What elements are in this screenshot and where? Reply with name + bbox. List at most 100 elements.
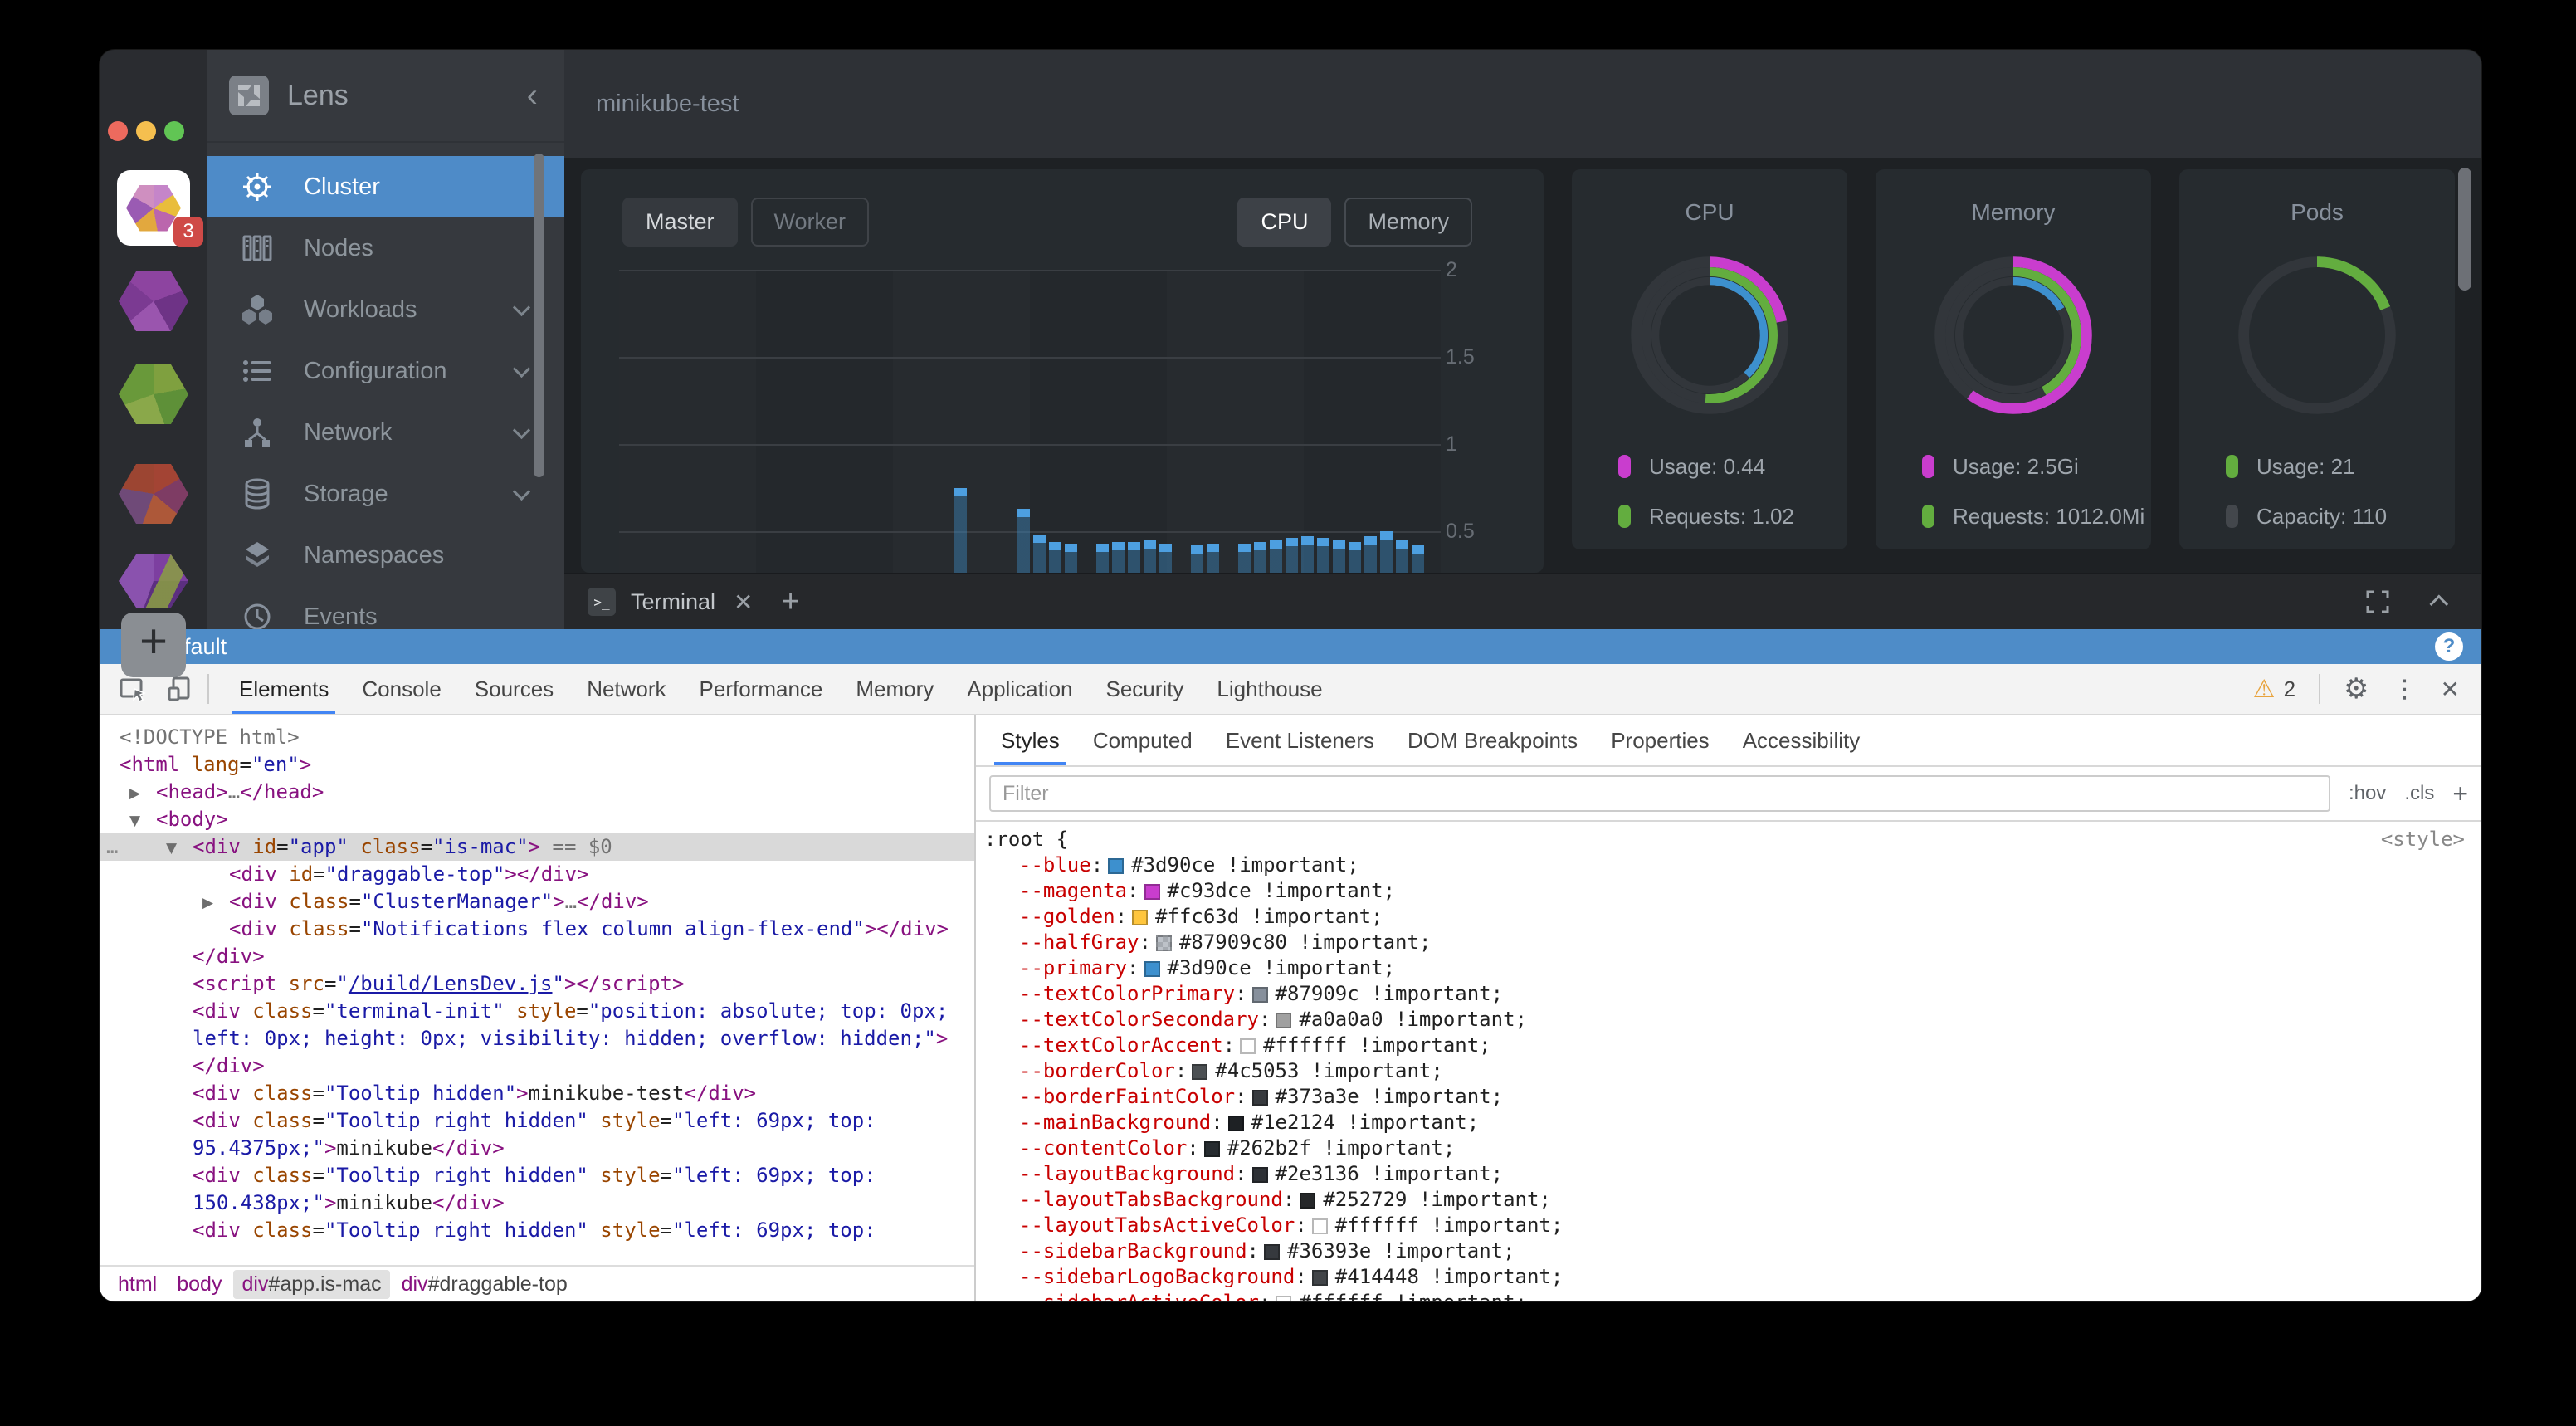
collapse-dock-icon[interactable] (2429, 594, 2449, 614)
minimize-traffic-light[interactable] (136, 121, 156, 141)
bar[interactable] (1112, 541, 1125, 573)
sidebar-item-configuration[interactable]: Configuration (207, 340, 564, 402)
bar[interactable] (1017, 508, 1030, 573)
color-swatch[interactable] (1144, 961, 1160, 977)
sidebar-item-cluster[interactable]: Cluster (207, 156, 564, 217)
sidebar-item-storage[interactable]: Storage (207, 463, 564, 525)
bar[interactable] (1144, 540, 1156, 573)
new-style-rule-button[interactable]: + (2452, 778, 2468, 808)
sidebar-item-events[interactable]: Events (207, 586, 564, 629)
styles-tab-properties[interactable]: Properties (1611, 727, 1710, 753)
styles-tab-styles[interactable]: Styles (984, 715, 1076, 765)
tab-network[interactable]: Network (587, 676, 666, 701)
metric-tab-cpu[interactable]: CPU (1237, 198, 1332, 247)
color-swatch[interactable] (1276, 1296, 1292, 1301)
tab-application[interactable]: Application (967, 676, 1073, 701)
bar[interactable] (1207, 543, 1219, 573)
pseudo-state-button[interactable]: :hov (2348, 782, 2387, 804)
color-swatch[interactable] (1132, 910, 1149, 925)
metric-tab-memory[interactable]: Memory (1344, 198, 1472, 247)
rule-selector[interactable]: :root { (984, 828, 1069, 851)
dom-row[interactable]: <html lang="en"> (120, 753, 312, 776)
css-property-row[interactable]: --textColorPrimary: #87909c !important; (1019, 982, 1504, 1005)
bar[interactable] (1270, 540, 1282, 573)
devtools-close-icon[interactable]: ✕ (2440, 675, 2460, 703)
css-property-row[interactable]: --halfGray: #87909c80 !important; (1019, 930, 1432, 954)
breadcrumb-item[interactable]: div#app.is-mac (233, 1269, 390, 1299)
color-swatch[interactable] (1276, 1013, 1292, 1028)
breadcrumb-item[interactable]: html (118, 1272, 158, 1296)
css-property-row[interactable]: --textColorSecondary: #a0a0a0 !important; (1019, 1008, 1527, 1031)
color-swatch[interactable] (1203, 1141, 1220, 1157)
color-swatch[interactable] (1251, 987, 1268, 1003)
twisty-right-icon[interactable]: ▶ (202, 895, 214, 911)
bar[interactable] (1238, 543, 1251, 573)
dom-row[interactable]: <div class="Tooltip hidden">minikube-tes… (193, 1082, 757, 1105)
breadcrumb-item[interactable]: body (177, 1272, 222, 1296)
bar[interactable] (1380, 531, 1393, 573)
dom-row[interactable]: </div> (193, 1054, 265, 1077)
color-swatch[interactable] (1264, 1244, 1280, 1260)
dom-row[interactable]: ▶ <head>…</head> (100, 779, 974, 806)
css-property-row[interactable]: --layoutBackground: #2e3136 !important; (1019, 1162, 1504, 1185)
color-swatch[interactable] (1311, 1270, 1328, 1286)
dom-row[interactable]: … ▼ <div id="app" class="is-mac"> == $0 (100, 833, 974, 861)
sidebar-item-namespaces[interactable]: Namespaces (207, 525, 564, 586)
bar[interactable] (1301, 536, 1314, 573)
cluster-icon-active[interactable]: 3 (117, 170, 203, 247)
tab-sources[interactable]: Sources (474, 676, 554, 701)
dom-row[interactable]: <div class="Tooltip right hidden" style=… (193, 1109, 876, 1160)
inspect-element-icon[interactable] (118, 674, 148, 704)
css-property-row[interactable]: --primary: #3d90ce !important; (1019, 956, 1396, 979)
overview-scrollbar[interactable] (2458, 168, 2471, 291)
bar[interactable] (1412, 545, 1424, 573)
dom-row[interactable]: <!DOCTYPE html> (120, 725, 300, 749)
bar[interactable] (1128, 541, 1140, 573)
color-swatch[interactable] (1155, 935, 1172, 951)
cluster-icon[interactable] (119, 271, 188, 331)
bar[interactable] (1317, 538, 1329, 573)
bar[interactable] (1065, 543, 1077, 573)
devtools-menu-icon[interactable]: ⋮ (2392, 674, 2417, 704)
dom-row[interactable]: ▶ <div class="ClusterManager">…</div> (100, 888, 974, 916)
class-toggle-button[interactable]: .cls (2404, 782, 2435, 804)
bar[interactable] (1191, 545, 1203, 573)
color-swatch[interactable] (1192, 1064, 1208, 1080)
new-terminal-icon[interactable]: + (781, 584, 800, 619)
rule-source-link[interactable]: <style> (2380, 828, 2465, 851)
css-property-row[interactable]: --sidebarActiveColor:#ffffff !important; (984, 1290, 2481, 1301)
css-property-row[interactable]: --borderFaintColor: #373a3e !important; (1019, 1085, 1504, 1108)
bar[interactable] (1033, 535, 1046, 573)
sidebar-item-network[interactable]: Network (207, 402, 564, 463)
twisty-down-icon[interactable]: ▼ (166, 840, 178, 857)
dom-row[interactable]: <script src="/build/LensDev.js"></script… (193, 972, 685, 995)
color-swatch[interactable] (1300, 1193, 1316, 1209)
styles-tab-accessibility[interactable]: Accessibility (1742, 727, 1861, 753)
cluster-icon[interactable] (119, 364, 188, 424)
css-property-row[interactable]: --layoutTabsActiveColor: #ffffff !importa… (1019, 1214, 1564, 1237)
sidebar-item-nodes[interactable]: Nodes (207, 217, 564, 279)
zoom-traffic-light[interactable] (164, 121, 184, 141)
css-property-row[interactable]: --contentColor: #262b2f !important; (1019, 1136, 1456, 1160)
bar[interactable] (1096, 543, 1109, 573)
css-property-row[interactable]: --golden: #ffc63d !important; (1019, 905, 1383, 928)
chevron-down-icon[interactable] (512, 482, 531, 501)
color-swatch[interactable] (1227, 1116, 1244, 1131)
css-property-row[interactable]: --magenta: #c93dce !important; (1019, 879, 1396, 902)
tab-console[interactable]: Console (362, 676, 442, 701)
twisty-right-icon[interactable]: ▶ (129, 785, 141, 802)
bar[interactable] (1396, 540, 1408, 573)
bar[interactable] (1049, 541, 1061, 573)
tab-elements[interactable]: Elements (222, 664, 345, 714)
dom-row[interactable]: <div class="Tooltip right hidden" style=… (193, 1218, 876, 1242)
dom-row[interactable]: </div> (193, 945, 265, 968)
tab-security[interactable]: Security (1105, 676, 1184, 701)
chevron-down-icon[interactable] (512, 298, 531, 316)
console-warnings[interactable]: ⚠ 2 (2253, 675, 2295, 704)
bar[interactable] (1254, 541, 1266, 573)
node-tab-master[interactable]: Master (622, 198, 738, 247)
sidebar-scrollbar[interactable] (534, 154, 544, 477)
styles-tab-computed[interactable]: Computed (1092, 727, 1193, 753)
dom-row[interactable]: <div class="Tooltip right hidden" style=… (193, 1164, 876, 1214)
styles-filter-input[interactable] (989, 775, 2330, 812)
